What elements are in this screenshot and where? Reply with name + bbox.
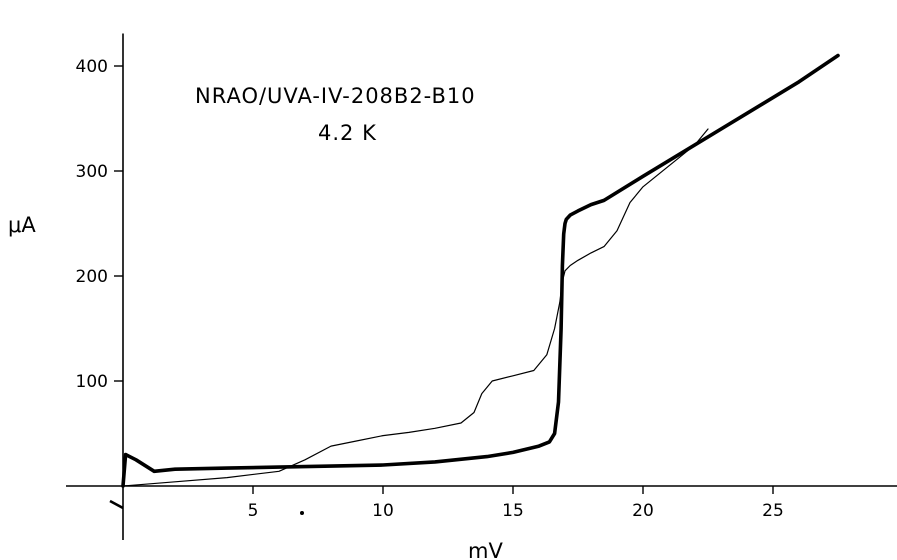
y-axis-label: μA	[8, 213, 36, 237]
annotation-device-name: NRAO/UVA-IV-208B2-B10	[195, 84, 476, 108]
x-tick-label-20: 20	[632, 501, 654, 521]
series	[121, 53, 840, 488]
series-thin-line	[122, 128, 709, 487]
x-tick-label-5: 5	[248, 501, 259, 521]
origin-stroke	[109, 499, 124, 510]
axes	[66, 33, 897, 540]
x-axis-label: mV	[468, 539, 503, 560]
x-tick-label-15: 15	[502, 501, 524, 521]
annotation-temperature: 4.2 K	[318, 121, 377, 145]
y-tick-label-200: 200	[76, 267, 108, 287]
series-thick-line	[121, 53, 840, 488]
x-tick-label-25: 25	[762, 501, 784, 521]
y-tick-label-100: 100	[76, 372, 108, 392]
y-tick-label-300: 300	[76, 162, 108, 182]
x-tick-label-10: 10	[372, 501, 394, 521]
y-tick-label-400: 400	[76, 57, 108, 77]
stray-mark	[300, 511, 304, 515]
ticks: 5 10 15 20 25 100 200 300 400	[76, 57, 784, 521]
